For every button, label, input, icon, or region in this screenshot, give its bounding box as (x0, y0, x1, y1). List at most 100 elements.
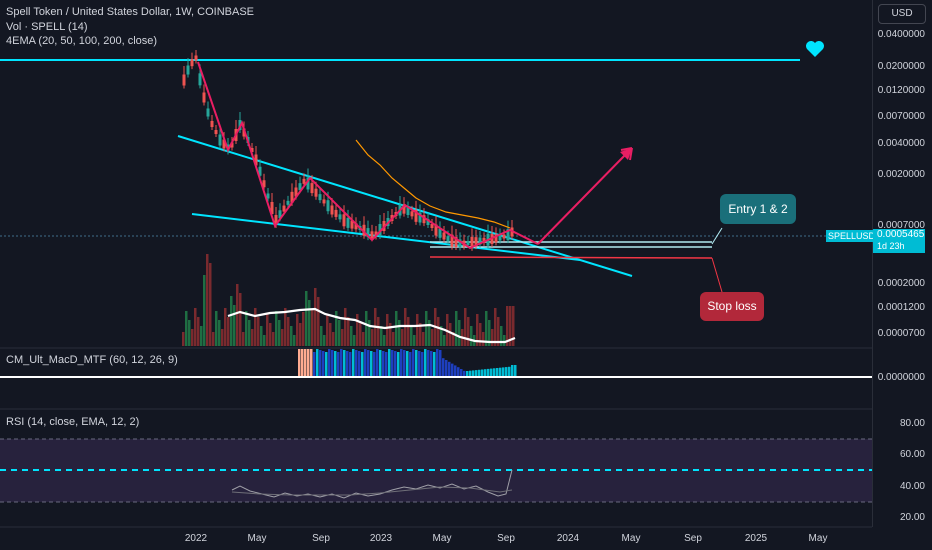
macd-bar (502, 367, 505, 377)
macd-bar (493, 368, 496, 377)
current-price-value: 0.0005465 (877, 229, 925, 240)
heart-icon[interactable] (805, 40, 825, 63)
candle-body (494, 234, 498, 243)
volume-bar (197, 317, 200, 346)
stop-loss-callout[interactable]: Stop loss (700, 292, 764, 321)
volume-legend[interactable]: Vol · SPELL (14) (6, 21, 88, 33)
currency-button[interactable]: USD (878, 4, 926, 24)
macd-bar (394, 351, 397, 377)
candle-body (314, 188, 318, 197)
macd-bar (403, 350, 406, 377)
time-tick: May (247, 533, 267, 544)
macd-bar (469, 370, 472, 377)
macd-bar (481, 369, 484, 377)
projection-arrow-head (620, 148, 632, 160)
volume-bar (440, 326, 443, 346)
volume-bar (512, 306, 515, 346)
volume-bar (212, 332, 215, 346)
candle-body (182, 74, 186, 86)
macd-bar (478, 369, 481, 377)
macd-bar (472, 370, 475, 377)
macd-bar (421, 352, 424, 377)
candle-body (298, 183, 302, 191)
macd-bar (310, 349, 313, 377)
volume-bar (305, 291, 308, 346)
macd-bar (508, 366, 511, 377)
candle-body (414, 209, 418, 222)
candle-body (402, 204, 406, 214)
volume-bar (437, 317, 440, 346)
price-tick: 0.0120000 (877, 85, 925, 96)
rsi-legend[interactable]: RSI (14, close, EMA, 12, 2) (6, 416, 140, 428)
macd-bar (358, 351, 361, 377)
candle-body (506, 229, 510, 241)
macd-bar (355, 350, 358, 377)
macd-bar (505, 367, 508, 377)
volume-bar (371, 329, 374, 346)
macd-bar (301, 349, 304, 377)
macd-bar (514, 365, 517, 377)
candle-body (230, 142, 234, 148)
candle-body (286, 200, 290, 205)
current-price-countdown: 1d 23h (877, 241, 905, 251)
candle-body (434, 224, 438, 236)
volume-bar (242, 332, 245, 346)
candle-body (194, 55, 198, 61)
volume-bar (284, 308, 287, 346)
candle-body (438, 228, 442, 238)
candle-body (266, 193, 270, 199)
volume-bar (251, 329, 254, 346)
price-tick: 0.0001200 (877, 302, 925, 313)
macd-bar (325, 352, 328, 377)
macd-bar (313, 352, 316, 377)
candle-body (294, 187, 298, 197)
volume-bars (182, 254, 515, 346)
candle-body (258, 166, 262, 176)
volume-bar (494, 308, 497, 346)
volume-bar (509, 306, 512, 346)
symbol-legend[interactable]: Spell Token / United States Dollar, 1W, … (6, 6, 255, 18)
price-axis[interactable]: 0.0400000 0.0200000 0.0120000 0.0070000 … (872, 0, 932, 527)
entry-callout[interactable]: Entry 1 & 2 (720, 194, 796, 224)
volume-bar (215, 311, 218, 346)
macd-bar (307, 349, 310, 377)
volume-bar (257, 317, 260, 346)
volume-bar (389, 323, 392, 346)
chart-area[interactable] (0, 0, 872, 550)
candle-body (218, 134, 222, 146)
macd-legend[interactable]: CM_Ult_MacD_MTF (60, 12, 26, 9) (6, 354, 178, 366)
candle-body (454, 237, 458, 247)
candle-body (322, 199, 326, 204)
macd-bar (397, 352, 400, 377)
candle-body (202, 92, 206, 103)
volume-bar (425, 311, 428, 346)
time-tick: May (621, 533, 641, 544)
wedge-lower-line (191, 213, 581, 261)
candle-body (310, 183, 314, 194)
volume-bar (347, 317, 350, 346)
volume-bar (209, 263, 212, 346)
macd-bar (382, 351, 385, 377)
candle-body (366, 228, 370, 238)
volume-bar (344, 308, 347, 346)
macd-bar (439, 350, 442, 377)
macd-bar (298, 349, 301, 377)
time-tick: 2024 (556, 533, 580, 544)
macd-bar (373, 352, 376, 377)
macd-tick: 0.0000000 (877, 372, 925, 383)
volume-bar (413, 335, 416, 346)
volume-bar (383, 335, 386, 346)
candle-body (374, 231, 378, 237)
price-candles (182, 50, 514, 251)
volume-bar (329, 323, 332, 346)
volume-bar (335, 311, 338, 346)
candle-body (410, 211, 414, 217)
price-tick: 0.0200000 (877, 61, 925, 72)
candle-body (474, 237, 478, 247)
ema-legend[interactable]: 4EMA (20, 50, 100, 200, close) (6, 35, 158, 47)
macd-bar (400, 349, 403, 377)
candle-body (274, 215, 278, 225)
volume-bar (506, 306, 509, 346)
time-tick: Sep (684, 533, 702, 544)
volume-bar (323, 335, 326, 346)
